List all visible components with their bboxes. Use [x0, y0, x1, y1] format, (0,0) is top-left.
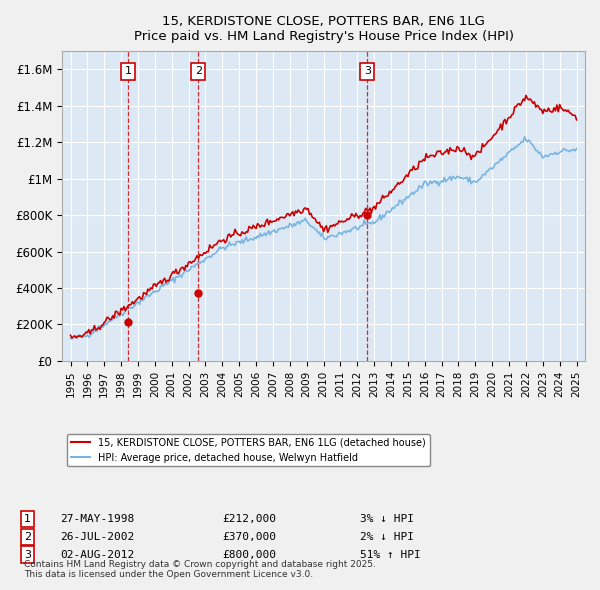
Text: 27-MAY-1998: 27-MAY-1998	[60, 514, 134, 524]
Text: 3: 3	[24, 549, 31, 559]
Text: 3% ↓ HPI: 3% ↓ HPI	[360, 514, 414, 524]
Text: Contains HM Land Registry data © Crown copyright and database right 2025.
This d: Contains HM Land Registry data © Crown c…	[24, 560, 376, 579]
Text: 02-AUG-2012: 02-AUG-2012	[60, 549, 134, 559]
Text: 26-JUL-2002: 26-JUL-2002	[60, 532, 134, 542]
Text: 1: 1	[24, 514, 31, 524]
Text: 51% ↑ HPI: 51% ↑ HPI	[360, 549, 421, 559]
Text: £800,000: £800,000	[222, 549, 276, 559]
Text: 1: 1	[125, 66, 131, 76]
Text: £212,000: £212,000	[222, 514, 276, 524]
Text: 2: 2	[24, 532, 31, 542]
Legend: 15, KERDISTONE CLOSE, POTTERS BAR, EN6 1LG (detached house), HPI: Average price,: 15, KERDISTONE CLOSE, POTTERS BAR, EN6 1…	[67, 434, 430, 467]
Text: £370,000: £370,000	[222, 532, 276, 542]
Text: 2: 2	[194, 66, 202, 76]
Text: 3: 3	[364, 66, 371, 76]
Title: 15, KERDISTONE CLOSE, POTTERS BAR, EN6 1LG
Price paid vs. HM Land Registry's Hou: 15, KERDISTONE CLOSE, POTTERS BAR, EN6 1…	[134, 15, 514, 43]
Text: 2% ↓ HPI: 2% ↓ HPI	[360, 532, 414, 542]
